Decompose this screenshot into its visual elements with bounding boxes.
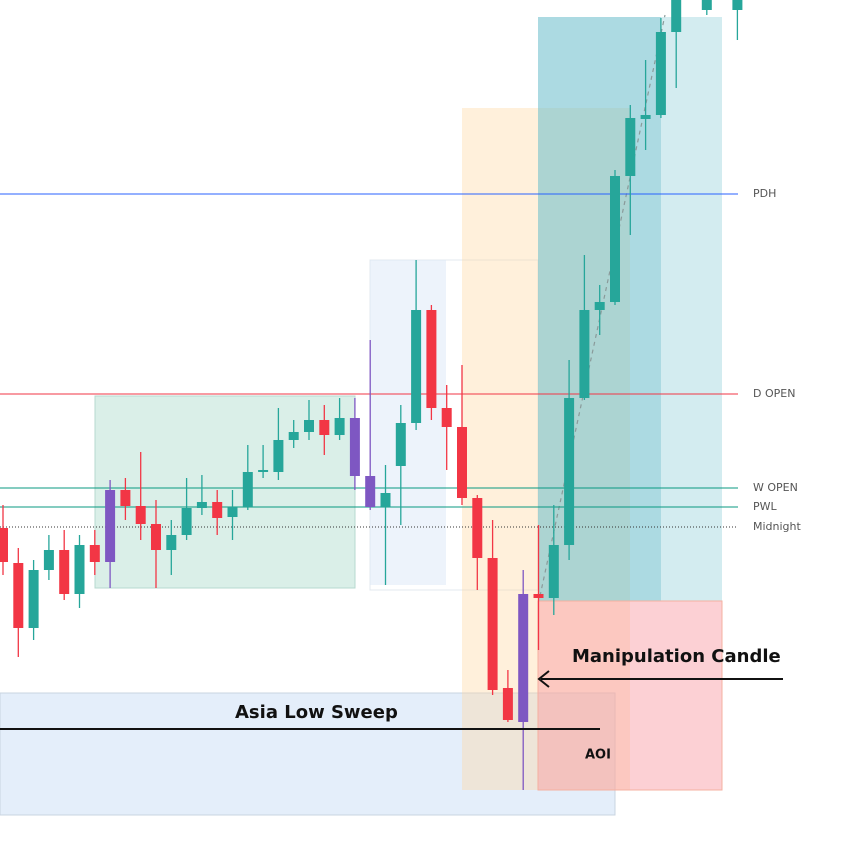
candle-body: [242, 472, 253, 507]
candle-body: [701, 0, 712, 10]
candle-body: [43, 550, 54, 570]
candle-body: [181, 508, 192, 535]
candle-body: [334, 418, 345, 435]
candle-body: [59, 550, 70, 594]
candle-body: [349, 418, 360, 476]
candle-body: [548, 545, 559, 598]
aoi-zone: [537, 600, 723, 791]
candle-body: [135, 506, 146, 524]
candle-body: [487, 558, 498, 690]
candle-body: [304, 420, 314, 432]
candle-body: [380, 493, 391, 507]
candle-body: [732, 0, 743, 10]
candle-body: [105, 490, 116, 562]
level-label: PDH: [753, 187, 776, 200]
candle-body: [28, 570, 39, 628]
candle-body: [166, 535, 177, 550]
candle-body: [518, 594, 529, 722]
candle-body: [227, 507, 238, 517]
annotations: Manipulation Candle Asia Low Sweep AOI: [0, 646, 783, 763]
candle-body: [196, 502, 207, 508]
candle-body: [441, 408, 452, 427]
candle-body: [319, 420, 330, 435]
candle-body: [74, 545, 85, 594]
zones: [0, 14, 723, 816]
level-label: Midnight: [753, 520, 802, 533]
candles: [0, 0, 743, 790]
candle-body: [151, 524, 161, 550]
candle-body: [120, 490, 131, 506]
annotation: AOI: [585, 748, 611, 763]
candle-body: [640, 115, 651, 119]
levels: PDH D OPEN W OPEN PWL Midnight: [0, 187, 802, 533]
candle-body: [472, 498, 483, 558]
annotation: Manipulation Candle: [572, 646, 781, 667]
candle-body: [89, 545, 100, 562]
candle-body: [365, 476, 376, 507]
pullback-zone: [370, 260, 446, 585]
candle-body: [671, 0, 682, 32]
candle-body: [258, 470, 269, 472]
candle-body: [533, 594, 544, 598]
candle-body: [411, 310, 422, 423]
candle-body: [610, 176, 620, 302]
candle-body: [212, 502, 223, 518]
candle-body: [579, 310, 590, 398]
candle-body: [13, 563, 24, 628]
candle-body: [625, 118, 636, 176]
level-label: W OPEN: [753, 481, 798, 494]
level-label: PWL: [753, 500, 778, 513]
candle-body: [564, 398, 575, 545]
level-label: D OPEN: [753, 387, 795, 400]
candle-body: [594, 302, 605, 310]
candle-body: [457, 427, 467, 498]
arrow-head: [537, 670, 550, 688]
candle-body: [426, 310, 437, 408]
candle-body: [288, 432, 299, 440]
range-zone: [94, 395, 356, 589]
candle-body: [655, 32, 666, 115]
candle-body: [395, 423, 406, 466]
candle-body: [502, 688, 513, 720]
annotation: Asia Low Sweep: [235, 702, 398, 723]
candle-body: [273, 440, 284, 472]
candle-body: [0, 528, 8, 562]
